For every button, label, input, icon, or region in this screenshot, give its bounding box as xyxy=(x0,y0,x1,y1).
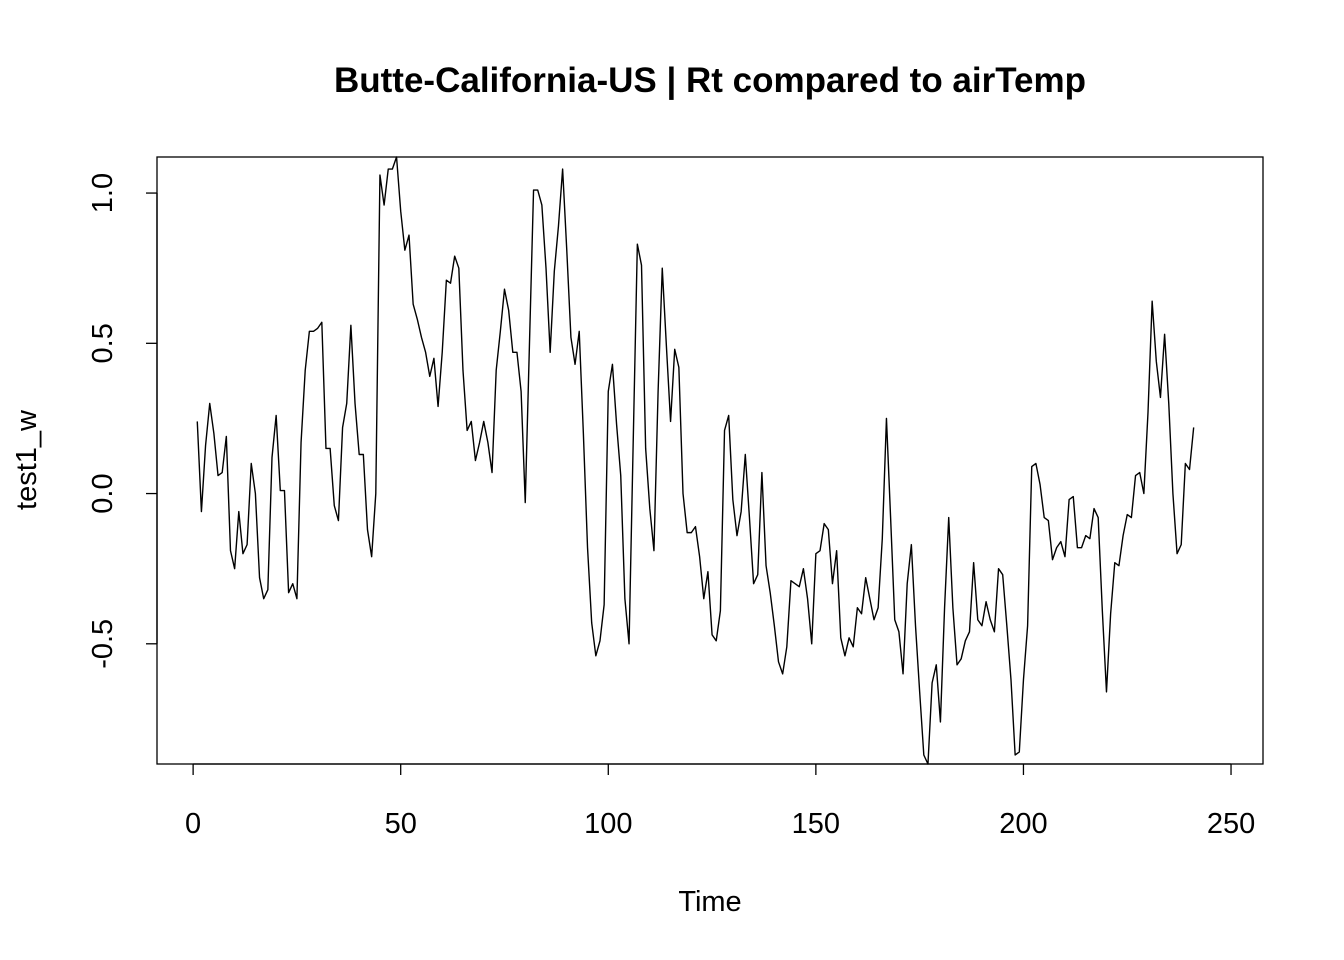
x-tick-label: 150 xyxy=(792,808,840,840)
x-tick-label: 100 xyxy=(584,808,632,840)
y-tick-label: -0.5 xyxy=(87,619,119,669)
x-tick-label: 250 xyxy=(1207,808,1255,840)
x-axis-label: Time xyxy=(678,886,741,918)
plot-frame xyxy=(156,156,1264,765)
y-axis: -0.5 0.0 0.5 1.0 xyxy=(87,173,158,669)
y-tick-label: 0.5 xyxy=(87,323,119,363)
chart-title: Butte-California-US | Rt compared to air… xyxy=(334,61,1086,100)
y-tick-label: 1.0 xyxy=(87,173,119,213)
x-tick-label: 0 xyxy=(185,808,201,840)
series-group xyxy=(196,156,1195,765)
x-axis: 0 50 100 150 200 250 xyxy=(185,763,1255,840)
x-tick-label: 50 xyxy=(385,808,417,840)
y-axis-label: test1_w xyxy=(11,409,43,510)
series-line xyxy=(196,156,1195,765)
x-tick-label: 200 xyxy=(999,808,1047,840)
y-tick-label: 0.0 xyxy=(87,473,119,513)
